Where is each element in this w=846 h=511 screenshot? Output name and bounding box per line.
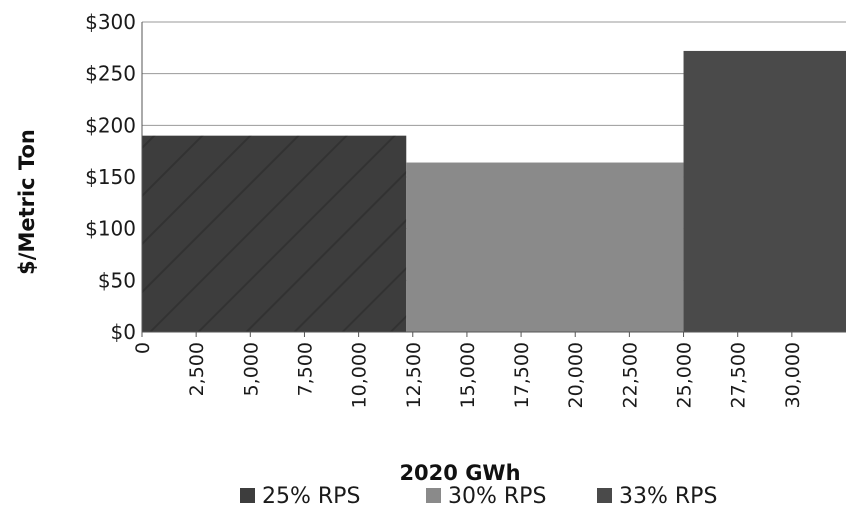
- legend-swatch: [426, 488, 441, 503]
- legend-label: 30% RPS: [448, 484, 546, 509]
- x-tick-label: 25,000: [674, 342, 696, 408]
- x-tick-label: 30,000: [782, 342, 804, 408]
- y-tick-label: $100: [85, 217, 136, 241]
- x-tick-label: 10,000: [349, 342, 371, 408]
- y-tick-label: $150: [85, 165, 136, 189]
- legend-swatch: [240, 488, 255, 503]
- x-tick-label: 12,500: [403, 342, 425, 408]
- legend: 25% RPS 30% RPS 33% RPS: [240, 484, 717, 509]
- y-tick-label: $0: [111, 320, 136, 344]
- bar-30-rps: [406, 162, 684, 332]
- y-axis-ticks: $0 $50 $100 $150 $200 $250 $300: [85, 10, 136, 344]
- y-tick-label: $250: [85, 62, 136, 86]
- x-tick-label: 2,500: [186, 342, 208, 396]
- legend-swatch: [597, 488, 612, 503]
- x-tick-label: 15,000: [457, 342, 479, 408]
- legend-label: 33% RPS: [619, 484, 717, 509]
- x-axis-ticks: 0 2,500 5,000 7,500 10,000 12,500 15,000 17,500…: [132, 332, 804, 408]
- legend-label: 25% RPS: [262, 484, 360, 509]
- x-tick-label: 20,000: [565, 342, 587, 408]
- x-tick-label: 5,000: [240, 342, 262, 396]
- y-axis-title: $/Metric Ton: [15, 129, 39, 275]
- bar-33-rps: [683, 50, 846, 332]
- y-tick-label: $200: [85, 113, 136, 137]
- x-tick-label: 27,500: [728, 342, 750, 408]
- x-tick-label: 22,500: [619, 342, 641, 408]
- y-tick-label: $300: [85, 10, 136, 34]
- x-axis-title: 2020 GWh: [399, 461, 520, 485]
- bar-texture: [142, 135, 407, 332]
- y-tick-label: $50: [98, 268, 136, 292]
- x-tick-label: 7,500: [294, 342, 316, 396]
- x-tick-label: 17,500: [511, 342, 533, 408]
- bars: [142, 50, 846, 332]
- x-tick-label: 0: [132, 342, 154, 354]
- plot-area: [141, 21, 846, 333]
